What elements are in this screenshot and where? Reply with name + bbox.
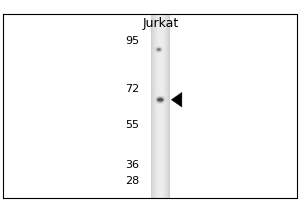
Ellipse shape: [156, 47, 161, 52]
Ellipse shape: [154, 45, 164, 54]
Ellipse shape: [154, 95, 166, 105]
Text: Jurkat: Jurkat: [142, 17, 178, 30]
Text: 95: 95: [125, 36, 140, 46]
Text: 55: 55: [126, 120, 140, 130]
Ellipse shape: [157, 48, 161, 51]
Ellipse shape: [155, 96, 165, 104]
Ellipse shape: [158, 98, 163, 102]
Text: 36: 36: [126, 160, 140, 170]
Ellipse shape: [156, 47, 162, 52]
Ellipse shape: [155, 95, 166, 104]
Ellipse shape: [157, 97, 164, 103]
Ellipse shape: [157, 48, 161, 51]
Polygon shape: [171, 92, 182, 107]
Text: 72: 72: [125, 84, 140, 94]
Ellipse shape: [157, 97, 164, 102]
Ellipse shape: [157, 98, 164, 102]
Ellipse shape: [154, 46, 163, 53]
Ellipse shape: [157, 48, 161, 51]
Ellipse shape: [156, 96, 164, 103]
Ellipse shape: [155, 46, 163, 53]
Text: 28: 28: [125, 176, 140, 186]
